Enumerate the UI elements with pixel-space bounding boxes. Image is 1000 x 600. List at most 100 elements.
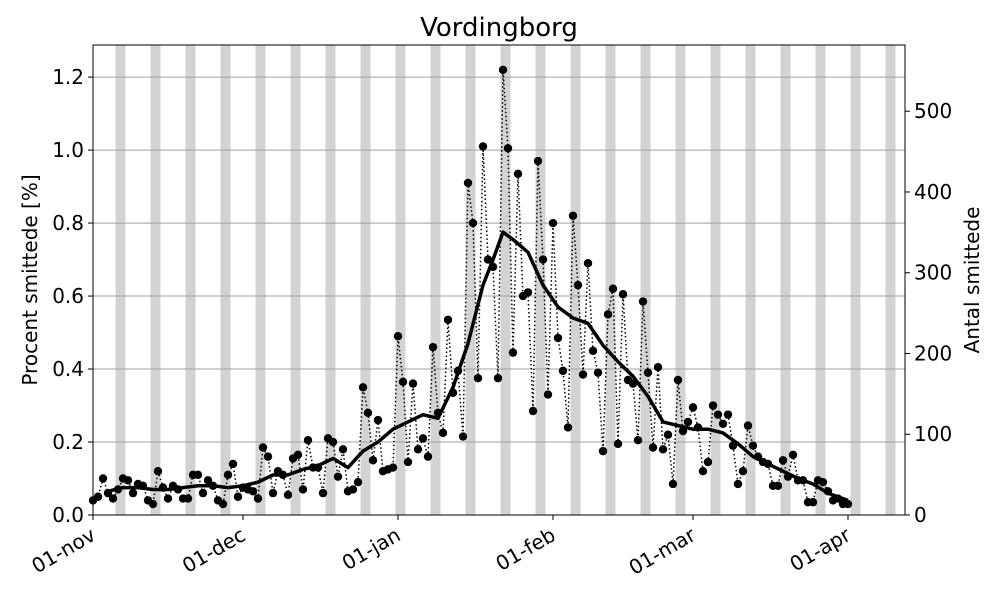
daily-point	[568, 211, 578, 220]
daily-point	[203, 476, 213, 485]
daily-point	[218, 499, 228, 509]
daily-point	[248, 487, 258, 496]
daily-point	[233, 492, 243, 501]
daily-point	[298, 485, 308, 494]
weekend-band	[710, 45, 721, 515]
daily-point	[673, 375, 683, 385]
daily-point	[658, 445, 668, 454]
daily-point	[578, 370, 588, 379]
daily-point	[318, 488, 328, 498]
daily-point	[223, 470, 233, 480]
daily-point	[533, 156, 543, 166]
daily-point	[738, 467, 748, 476]
daily-point	[413, 445, 423, 454]
daily-point	[508, 348, 518, 357]
daily-point	[268, 488, 278, 498]
x-tick-label: 01-dec	[178, 523, 249, 578]
weekend-band	[570, 45, 581, 515]
daily-point	[743, 421, 753, 430]
daily-point	[128, 488, 138, 498]
daily-point	[643, 368, 653, 377]
daily-point	[818, 477, 828, 487]
daily-point	[98, 474, 108, 483]
weekend-band	[500, 45, 511, 515]
daily-point	[718, 419, 728, 428]
daily-point	[473, 373, 483, 383]
daily-point	[553, 333, 563, 343]
daily-point	[778, 456, 788, 465]
daily-point	[548, 218, 558, 228]
weekend-band	[255, 45, 266, 515]
y2-tick-label: 500	[914, 99, 952, 123]
daily-point	[108, 494, 118, 503]
daily-point	[148, 499, 158, 509]
daily-point	[598, 446, 608, 456]
daily-point	[513, 169, 523, 179]
weekend-band	[885, 45, 896, 515]
daily-point	[483, 255, 493, 264]
daily-point	[563, 423, 573, 432]
daily-point	[393, 331, 403, 341]
daily-point	[588, 346, 598, 355]
x-tick-label: 01-apr	[785, 522, 855, 576]
daily-point	[363, 408, 373, 418]
daily-point	[593, 368, 603, 377]
daily-point	[468, 218, 478, 228]
daily-point	[748, 441, 758, 450]
weekend-band	[780, 45, 791, 515]
x-tick-label: 01-feb	[491, 523, 559, 576]
daily-point	[228, 459, 238, 469]
daily-point	[503, 144, 513, 153]
daily-point	[438, 428, 448, 438]
daily-point	[358, 383, 368, 392]
y2-tick-label: 200	[914, 341, 952, 365]
daily-point	[443, 315, 453, 324]
weekend-band	[430, 45, 441, 515]
weekend-band	[745, 45, 756, 515]
daily-point	[198, 488, 208, 498]
x-tick-label: 01-mar	[625, 522, 701, 579]
chart-title: Vordingborg	[420, 13, 578, 43]
daily-point	[603, 310, 613, 319]
daily-point	[333, 472, 343, 481]
plot-frame	[92, 44, 906, 516]
daily-point	[653, 363, 663, 372]
daily-point	[293, 450, 303, 459]
daily-point	[843, 499, 853, 509]
daily-point	[493, 373, 503, 383]
daily-point	[538, 255, 548, 264]
daily-point	[788, 450, 798, 459]
daily-point	[418, 434, 428, 443]
daily-point	[368, 456, 378, 465]
daily-point	[773, 481, 783, 491]
y-tick-label: 0.4	[52, 357, 84, 381]
daily-point	[408, 379, 418, 388]
daily-point	[613, 439, 623, 449]
daily-point	[478, 142, 488, 151]
daily-point	[373, 415, 383, 425]
daily-point	[663, 430, 673, 439]
weekend-band	[605, 45, 616, 515]
y-tick-label: 0.8	[52, 211, 84, 235]
daily-point	[263, 452, 273, 461]
average-line	[107, 230, 849, 503]
y2-tick-label: 100	[914, 422, 952, 446]
y-tick-label: 1.0	[52, 138, 84, 162]
daily-point	[463, 178, 473, 188]
daily-point	[163, 494, 173, 503]
daily-point	[93, 492, 103, 501]
weekend-band	[150, 45, 161, 515]
weekend-band	[360, 45, 371, 515]
weekend-band	[465, 45, 476, 515]
y-tick-label: 0.6	[52, 284, 84, 308]
daily-point	[698, 467, 708, 476]
daily-point	[528, 406, 538, 416]
x-tick-label: 01-nov	[27, 522, 99, 578]
daily-point	[388, 463, 398, 472]
daily-point	[558, 366, 568, 376]
daily-point	[618, 290, 628, 299]
daily-point	[403, 457, 413, 467]
daily-point	[303, 435, 313, 445]
daily-point	[338, 445, 348, 454]
